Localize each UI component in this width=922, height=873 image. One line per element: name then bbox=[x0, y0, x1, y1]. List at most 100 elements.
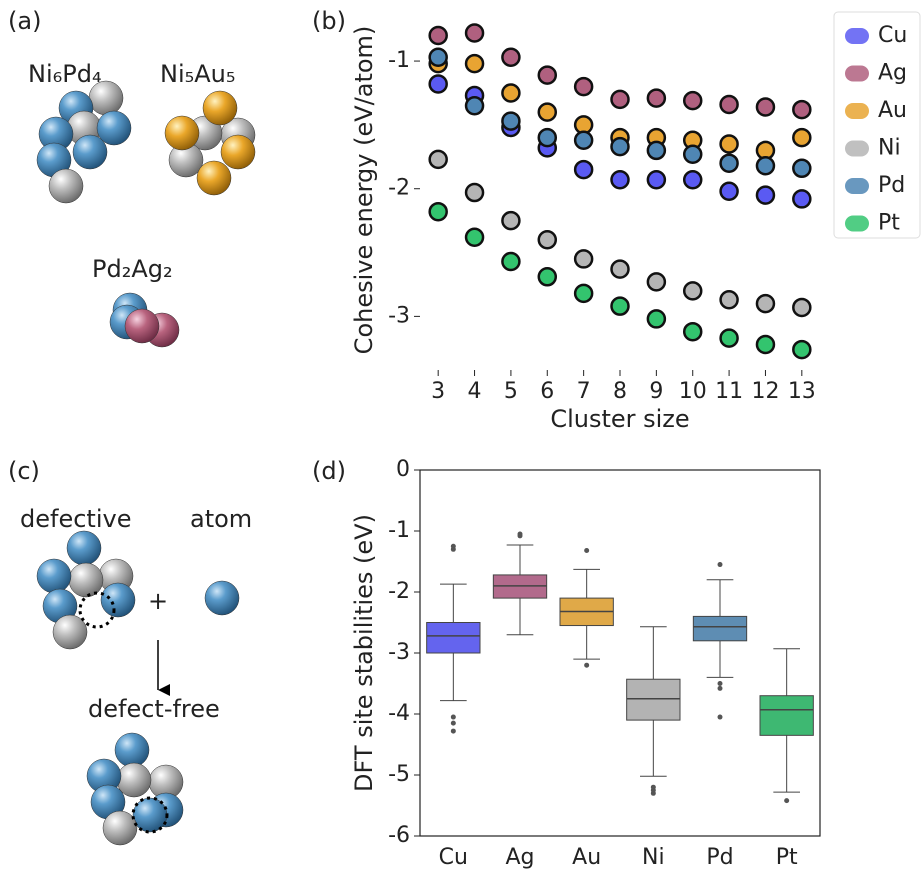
box bbox=[693, 616, 746, 640]
cluster-illustrations bbox=[37, 81, 255, 845]
point bbox=[757, 157, 774, 174]
point bbox=[757, 295, 774, 312]
x-tick-label: 10 bbox=[679, 379, 707, 404]
point bbox=[793, 341, 810, 358]
x-axis-label: Cluster size bbox=[550, 405, 689, 433]
atom bbox=[37, 559, 71, 593]
point bbox=[502, 212, 519, 229]
atom bbox=[221, 135, 255, 169]
point bbox=[684, 146, 701, 163]
x-tick-label: 11 bbox=[715, 379, 743, 404]
atom bbox=[49, 169, 83, 203]
x-tick-label: 13 bbox=[788, 379, 816, 404]
point bbox=[684, 282, 701, 299]
y-axis-label: DFT site stabilities (eV) bbox=[350, 514, 378, 792]
point bbox=[648, 171, 665, 188]
outlier bbox=[584, 548, 589, 553]
atom bbox=[203, 91, 237, 125]
y-tick-label: -6 bbox=[388, 823, 410, 848]
outlier bbox=[451, 721, 456, 726]
outlier bbox=[651, 791, 656, 796]
outlier bbox=[451, 715, 456, 720]
outlier bbox=[718, 715, 723, 720]
atom bbox=[125, 309, 159, 343]
x-tick-label: Ag bbox=[505, 845, 534, 869]
caption: atom bbox=[190, 505, 252, 533]
point bbox=[721, 291, 738, 308]
point bbox=[612, 91, 629, 108]
point bbox=[466, 55, 483, 72]
point bbox=[793, 299, 810, 316]
x-tick-label: 12 bbox=[751, 379, 779, 404]
x-tick-label: Pd bbox=[706, 845, 733, 869]
x-tick-label: 6 bbox=[540, 379, 554, 404]
atom bbox=[89, 81, 123, 115]
outlier bbox=[584, 663, 589, 668]
point bbox=[793, 190, 810, 207]
legend-label: Pt bbox=[878, 211, 900, 236]
point bbox=[502, 113, 519, 130]
y-axis-label: Cohesive energy (eV/atom) bbox=[350, 26, 378, 355]
point bbox=[721, 155, 738, 172]
y-tick-label: -4 bbox=[388, 701, 410, 726]
legend-swatch bbox=[845, 178, 869, 194]
box bbox=[427, 623, 480, 654]
outlier bbox=[518, 533, 523, 538]
legend-swatch bbox=[845, 66, 869, 82]
point bbox=[466, 184, 483, 201]
point bbox=[539, 129, 556, 146]
y-tick-label: -2 bbox=[388, 176, 410, 201]
point bbox=[502, 84, 519, 101]
legend-swatch bbox=[845, 216, 869, 232]
legend-swatch bbox=[845, 28, 869, 44]
point bbox=[539, 268, 556, 285]
legend-swatch bbox=[845, 103, 869, 119]
box bbox=[760, 696, 813, 736]
point bbox=[793, 160, 810, 177]
point bbox=[430, 203, 447, 220]
point bbox=[684, 92, 701, 109]
point bbox=[430, 151, 447, 168]
point bbox=[502, 49, 519, 66]
point bbox=[648, 90, 665, 107]
x-tick-label: 7 bbox=[577, 379, 591, 404]
x-tick-label: 8 bbox=[613, 379, 627, 404]
cluster-label: Pd₂Ag₂ bbox=[92, 255, 173, 283]
point bbox=[684, 323, 701, 340]
point bbox=[430, 27, 447, 44]
x-tick-label: 5 bbox=[504, 379, 518, 404]
y-tick-label: -1 bbox=[388, 48, 410, 73]
y-tick-label: 0 bbox=[396, 457, 410, 482]
x-tick-label: 4 bbox=[468, 379, 482, 404]
atom bbox=[73, 135, 107, 169]
x-tick-label: Ni bbox=[642, 845, 665, 869]
cluster-label: Ni₆Pd₄ bbox=[28, 60, 102, 88]
point bbox=[466, 24, 483, 41]
atom bbox=[117, 763, 151, 797]
atom bbox=[197, 161, 231, 195]
point bbox=[721, 183, 738, 200]
y-tick-label: -3 bbox=[388, 640, 410, 665]
legend-label: Au bbox=[878, 98, 907, 123]
y-tick-label: -3 bbox=[388, 303, 410, 328]
box bbox=[627, 679, 680, 720]
outlier bbox=[784, 798, 789, 803]
atom bbox=[165, 116, 199, 150]
point bbox=[430, 49, 447, 66]
atom bbox=[101, 583, 135, 617]
point bbox=[466, 97, 483, 114]
point bbox=[575, 132, 592, 149]
point bbox=[684, 171, 701, 188]
point bbox=[612, 298, 629, 315]
point bbox=[539, 67, 556, 84]
legend-label: Ag bbox=[878, 61, 907, 86]
point bbox=[612, 261, 629, 278]
atom bbox=[69, 563, 103, 597]
panel-label: (b) bbox=[312, 7, 346, 35]
outlier bbox=[451, 729, 456, 734]
y-tick-label: -1 bbox=[388, 518, 410, 543]
x-tick-label: Au bbox=[572, 845, 601, 869]
y-tick-label: -5 bbox=[388, 762, 410, 787]
legend-label: Pd bbox=[878, 173, 905, 198]
point bbox=[612, 138, 629, 155]
